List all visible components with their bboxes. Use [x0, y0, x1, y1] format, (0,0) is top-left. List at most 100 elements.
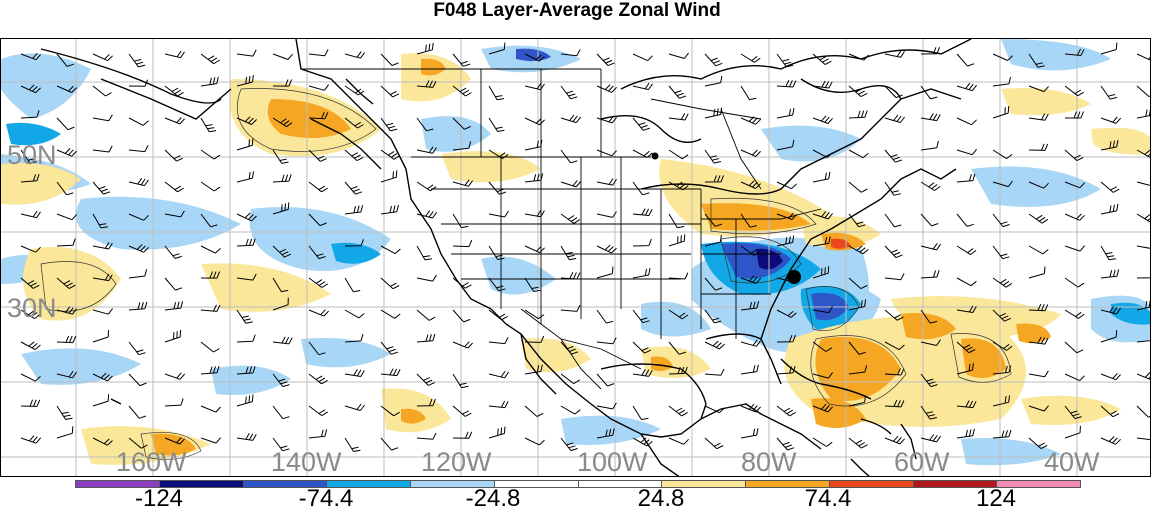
wind-barb: [884, 273, 905, 281]
wind-barb: [128, 269, 148, 279]
wind-barb: [56, 181, 74, 196]
wind-barb: [380, 368, 401, 377]
wind-barb: [1136, 437, 1150, 441]
wind-barb: [920, 181, 941, 191]
wind-barb: [344, 149, 364, 162]
wind-barb: [668, 113, 689, 121]
wind-barb: [524, 173, 544, 183]
wind-barb: [776, 235, 795, 247]
wind-barb: [236, 433, 257, 441]
wind-barb: [416, 146, 437, 154]
wind-barb: [632, 268, 651, 279]
lon-label-60w: 60W: [894, 447, 950, 477]
wind-barb: [668, 309, 689, 320]
wind-barb: [416, 117, 434, 132]
wind-barb: [1136, 245, 1150, 249]
wind-barb: [1064, 309, 1085, 319]
wind-barb: [1100, 42, 1118, 55]
wind-barb: [20, 373, 41, 382]
wind-barb: [1064, 425, 1081, 439]
wind-barb: [308, 149, 327, 162]
wind-barb: [1100, 330, 1118, 343]
wind-barb: [848, 277, 868, 290]
wind-barb: [920, 339, 941, 346]
wind-barb: [1028, 303, 1049, 312]
wind-barb: [776, 366, 796, 375]
wind-barb: [956, 277, 977, 287]
colorbar-swatch: [996, 480, 1081, 488]
wind-barb: [200, 213, 218, 228]
wind-barb: [524, 335, 545, 343]
wind-barb: [704, 368, 725, 376]
wind-barb: [488, 85, 505, 101]
wind-barb: [704, 340, 725, 350]
wind-barb: [56, 213, 77, 221]
wind-barb: [992, 429, 1012, 439]
wind-barb: [920, 243, 942, 251]
wind-barb: [164, 372, 186, 380]
wind-barb: [776, 53, 794, 68]
wind-barb: [560, 437, 578, 452]
wind-barb: [1028, 143, 1049, 151]
wind-barb: [812, 115, 833, 124]
wind-barb: [812, 403, 833, 413]
wind-barb: [308, 405, 328, 417]
wind-barb: [920, 373, 938, 388]
wind-barb: [776, 437, 795, 451]
wind-barb: [596, 116, 617, 124]
wind-barb: [956, 213, 974, 227]
wind-barb: [956, 245, 977, 256]
wind-barb: [380, 85, 400, 98]
wind-barb: [344, 239, 364, 247]
wind-barb: [236, 309, 253, 324]
wind-barb: [884, 50, 905, 58]
wind-barb: [560, 341, 579, 355]
wind-barb: [416, 210, 438, 219]
wind-barb: [236, 334, 256, 343]
wind-barb: [164, 437, 185, 445]
wind-barb: [452, 117, 471, 130]
wind-barb: [740, 275, 762, 284]
wind-barb: [1136, 340, 1150, 343]
wind-barb: [56, 117, 75, 131]
wind-barb: [704, 405, 725, 414]
wind-barb: [848, 245, 869, 255]
wind-barb: [848, 213, 866, 228]
wind-barb: [596, 309, 614, 324]
wind-barb: [1028, 245, 1049, 255]
wind-barb: [956, 363, 974, 375]
wind-barb: [1136, 85, 1150, 98]
wind-barb: [920, 309, 938, 324]
wind-barb: [776, 334, 796, 343]
map-panel: 50N 30N 160W 140W 120W 100W 80W 60W 40W: [0, 38, 1151, 477]
wind-barb: [1136, 277, 1150, 279]
wind-barb: [848, 85, 868, 98]
wind-barb: [56, 426, 74, 439]
wind-barb: [272, 437, 290, 452]
wind-barb: [20, 309, 41, 320]
wind-barb: [560, 149, 578, 164]
wind-barb: [704, 213, 723, 227]
wind-barb: [1028, 336, 1049, 345]
wind-barb: [416, 274, 437, 282]
wind-barb: [200, 149, 221, 160]
lon-label-120w: 120W: [421, 447, 492, 477]
wind-barb: [452, 341, 473, 349]
wind-barb: [128, 177, 149, 187]
wind-barb: [20, 277, 40, 289]
wind-barb: [920, 47, 940, 55]
wind-barb: [20, 110, 40, 119]
wind-barb: [164, 277, 183, 291]
wind-barb: [1028, 437, 1048, 450]
wind-barb: [776, 108, 795, 119]
wind-barb: [740, 339, 761, 347]
wind-barb: [416, 80, 437, 88]
wind-barb: [740, 403, 761, 413]
wind-barb: [920, 213, 939, 227]
wind-barb: [236, 49, 257, 57]
wind-barb: [884, 399, 905, 408]
wind-barb: [488, 42, 506, 55]
wind-barb: [992, 309, 1012, 322]
colorbar-label-124: 124: [975, 485, 1017, 512]
wind-barb: [272, 373, 290, 388]
